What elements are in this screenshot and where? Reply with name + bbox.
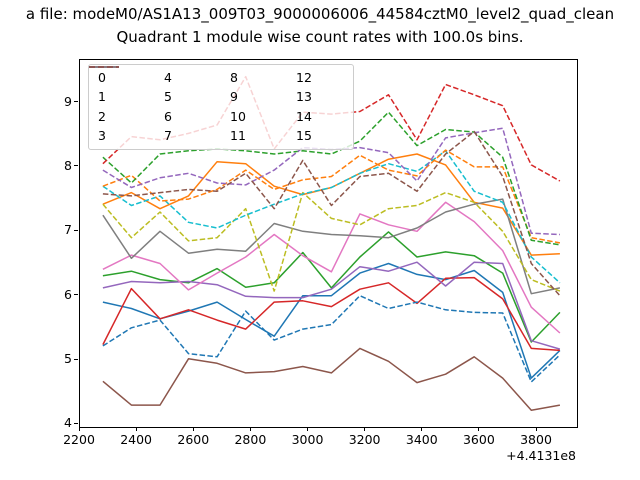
legend-item-7: 7 bbox=[89, 66, 221, 147]
y-tick-label: 6 bbox=[64, 286, 72, 302]
legend-item-0: 0 bbox=[89, 66, 155, 88]
plot-area: 0 1 2 3 4 5 6 7 8 9 10 11 12 13 14 15 bbox=[79, 59, 578, 428]
legend-item-4: 4 bbox=[89, 66, 221, 88]
legend-item-label: 9 bbox=[230, 89, 238, 104]
series-line-7 bbox=[102, 198, 561, 295]
x-tick bbox=[249, 427, 251, 431]
legend-item-label: 15 bbox=[296, 128, 312, 143]
legend-item-13: 13 bbox=[89, 66, 353, 108]
legend-item-5: 5 bbox=[89, 66, 221, 108]
x-tick-label: 3200 bbox=[348, 432, 381, 447]
x-tick-label: 3800 bbox=[520, 432, 552, 447]
legend-item-label: 6 bbox=[164, 108, 172, 124]
y-tick bbox=[74, 101, 78, 102]
series-line-5 bbox=[102, 347, 561, 412]
series-line-0 bbox=[102, 262, 561, 379]
x-tick-label: 3000 bbox=[291, 432, 324, 447]
x-tick bbox=[364, 427, 366, 431]
series-line-9 bbox=[102, 150, 561, 284]
legend-item-label: 1 bbox=[98, 89, 106, 104]
x-tick-label: 3600 bbox=[462, 432, 495, 447]
series-line-11 bbox=[102, 149, 561, 244]
legend-item-2: 2 bbox=[89, 66, 155, 127]
x-tick bbox=[421, 427, 423, 431]
x-tick-label: 2400 bbox=[120, 432, 152, 447]
legend-item-8: 8 bbox=[89, 66, 287, 88]
series-line-15 bbox=[102, 130, 561, 297]
y-tick-label: 7 bbox=[64, 222, 72, 238]
legend-item-6: 6 bbox=[89, 66, 221, 127]
x-tick bbox=[78, 427, 80, 431]
legend: 0 1 2 3 4 5 6 7 8 9 10 11 12 13 14 15 bbox=[88, 64, 354, 150]
x-tick bbox=[535, 427, 537, 431]
figure-title: a file: modeM0/AS1A13_009T03_9000006006_… bbox=[25, 5, 615, 23]
legend-item-label: 8 bbox=[230, 69, 238, 85]
legend-item-label: 3 bbox=[98, 128, 106, 143]
legend-item-15: 15 bbox=[89, 66, 353, 147]
legend-item-label: 14 bbox=[296, 108, 312, 124]
x-tick bbox=[478, 427, 480, 431]
x-tick-label: 2200 bbox=[63, 432, 95, 447]
x-offset-label: +4.4131e8 bbox=[506, 448, 576, 463]
x-tick bbox=[135, 427, 137, 431]
x-tick-label: 3400 bbox=[405, 432, 438, 447]
legend-item-11: 11 bbox=[89, 66, 287, 147]
y-tick-label: 4 bbox=[64, 415, 72, 431]
legend-item-label: 5 bbox=[164, 89, 172, 104]
legend-item-label: 12 bbox=[296, 69, 312, 85]
legend-item-9: 9 bbox=[89, 66, 287, 108]
y-tick-label: 8 bbox=[64, 157, 72, 173]
legend-item-label: 0 bbox=[98, 69, 106, 85]
y-tick bbox=[74, 294, 78, 296]
legend-item-label: 10 bbox=[230, 108, 246, 124]
y-tick bbox=[74, 229, 78, 231]
y-tick bbox=[74, 165, 78, 167]
y-tick-label: 5 bbox=[64, 351, 72, 366]
legend-item-10: 10 bbox=[89, 66, 287, 127]
legend-item-label: 7 bbox=[164, 128, 172, 143]
legend-item-label: 4 bbox=[164, 69, 172, 85]
x-tick-label: 2800 bbox=[234, 432, 267, 447]
series-line-4 bbox=[102, 261, 561, 350]
series-line-12 bbox=[102, 111, 561, 246]
series-line-6 bbox=[102, 201, 561, 334]
legend-item-14: 14 bbox=[89, 66, 353, 127]
legend-item-label: 2 bbox=[98, 108, 106, 124]
series-line-3 bbox=[102, 276, 560, 352]
y-tick-label: 9 bbox=[64, 93, 72, 109]
y-tick bbox=[74, 358, 78, 360]
chart-title: Quadrant 1 module wise count rates with … bbox=[116, 28, 524, 46]
legend-item-label: 13 bbox=[296, 89, 312, 104]
x-tick-label: 2600 bbox=[177, 432, 210, 447]
x-tick bbox=[307, 427, 308, 431]
x-tick bbox=[192, 427, 194, 431]
series-line-8 bbox=[102, 191, 561, 292]
y-tick bbox=[74, 422, 78, 424]
legend-item-1: 1 bbox=[89, 66, 155, 108]
legend-line-sample bbox=[89, 66, 119, 68]
legend-item-3: 3 bbox=[89, 66, 155, 147]
series-line-2 bbox=[102, 231, 561, 343]
legend-item-label: 11 bbox=[230, 128, 246, 143]
legend-item-12: 12 bbox=[89, 66, 353, 88]
series-line-10 bbox=[102, 294, 561, 383]
